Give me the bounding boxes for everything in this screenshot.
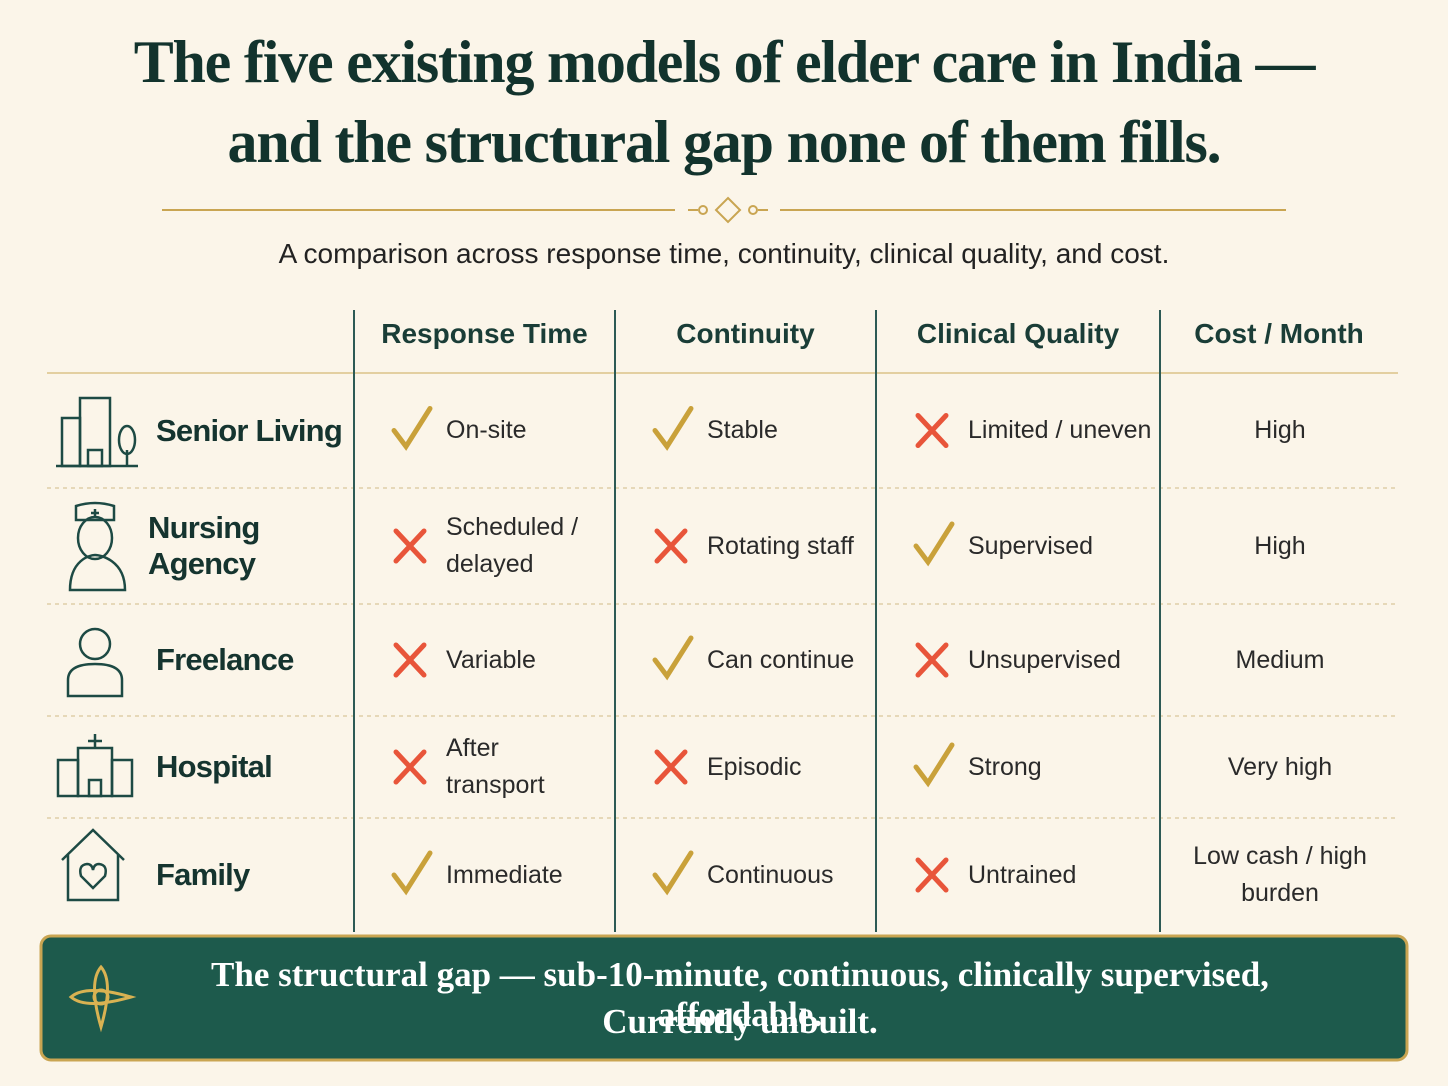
cross-icon: [393, 642, 427, 678]
cost-text: High: [1254, 531, 1306, 560]
subtitle: A comparison across response time, conti…: [278, 238, 1170, 269]
cell-text: Immediate: [446, 860, 563, 889]
cell-text: Rotating staff: [707, 531, 854, 560]
cell-text: Untrained: [968, 860, 1077, 889]
cell-text: Variable: [446, 645, 536, 674]
column-header: Cost / Month: [1194, 318, 1364, 349]
cost-text: Medium: [1235, 645, 1325, 674]
cell-text: Limited / uneven: [968, 416, 1152, 444]
footer-line: The structural gap — sub-10-minute, cont…: [211, 955, 1269, 1034]
cell-text: Strong: [968, 752, 1042, 781]
cell-text: Unsupervised: [968, 645, 1121, 674]
cost-text: Very high: [1227, 752, 1333, 781]
check-icon: [652, 406, 694, 451]
cell-text: Supervised: [968, 531, 1094, 560]
footer-line: Currently unbuilt.: [602, 1002, 878, 1041]
cost-text: High: [1254, 416, 1306, 444]
row-label: Family: [156, 857, 250, 892]
row-label: Hospital: [156, 749, 273, 784]
check-icon: [391, 406, 433, 451]
column-header: Clinical Quality: [916, 318, 1120, 349]
cell-text: On-site: [446, 416, 527, 444]
check-icon: [652, 635, 694, 681]
cross-icon: [915, 857, 949, 893]
cross-icon: [654, 528, 688, 564]
cell-text: Episodic: [707, 752, 802, 781]
cell-text: After transport: [446, 734, 545, 799]
row-label: Freelance: [156, 642, 294, 677]
cross-icon: [915, 413, 949, 448]
check-icon: [391, 850, 433, 896]
cell-text: Continuous: [707, 860, 834, 889]
cell-text: Can continue: [707, 645, 855, 674]
cell-text: Scheduled / delayed: [446, 513, 579, 578]
row-label: Nursing Agency: [148, 510, 260, 581]
column-header: Continuity: [676, 318, 815, 349]
cross-icon: [654, 749, 688, 785]
cell-text: Stable: [707, 416, 778, 444]
check-icon: [913, 742, 955, 788]
cost-text: Low cash / high burden: [1193, 842, 1367, 907]
cross-icon: [393, 749, 427, 785]
title-line: and the structural gap none of them fill…: [227, 109, 1222, 175]
row-label: Senior Living: [156, 412, 343, 448]
title-line: The five existing models of elder care i…: [133, 29, 1316, 95]
cross-icon: [393, 528, 427, 564]
check-icon: [652, 850, 694, 896]
cross-icon: [915, 642, 949, 678]
column-header: Response Time: [381, 318, 588, 349]
check-icon: [913, 521, 955, 567]
